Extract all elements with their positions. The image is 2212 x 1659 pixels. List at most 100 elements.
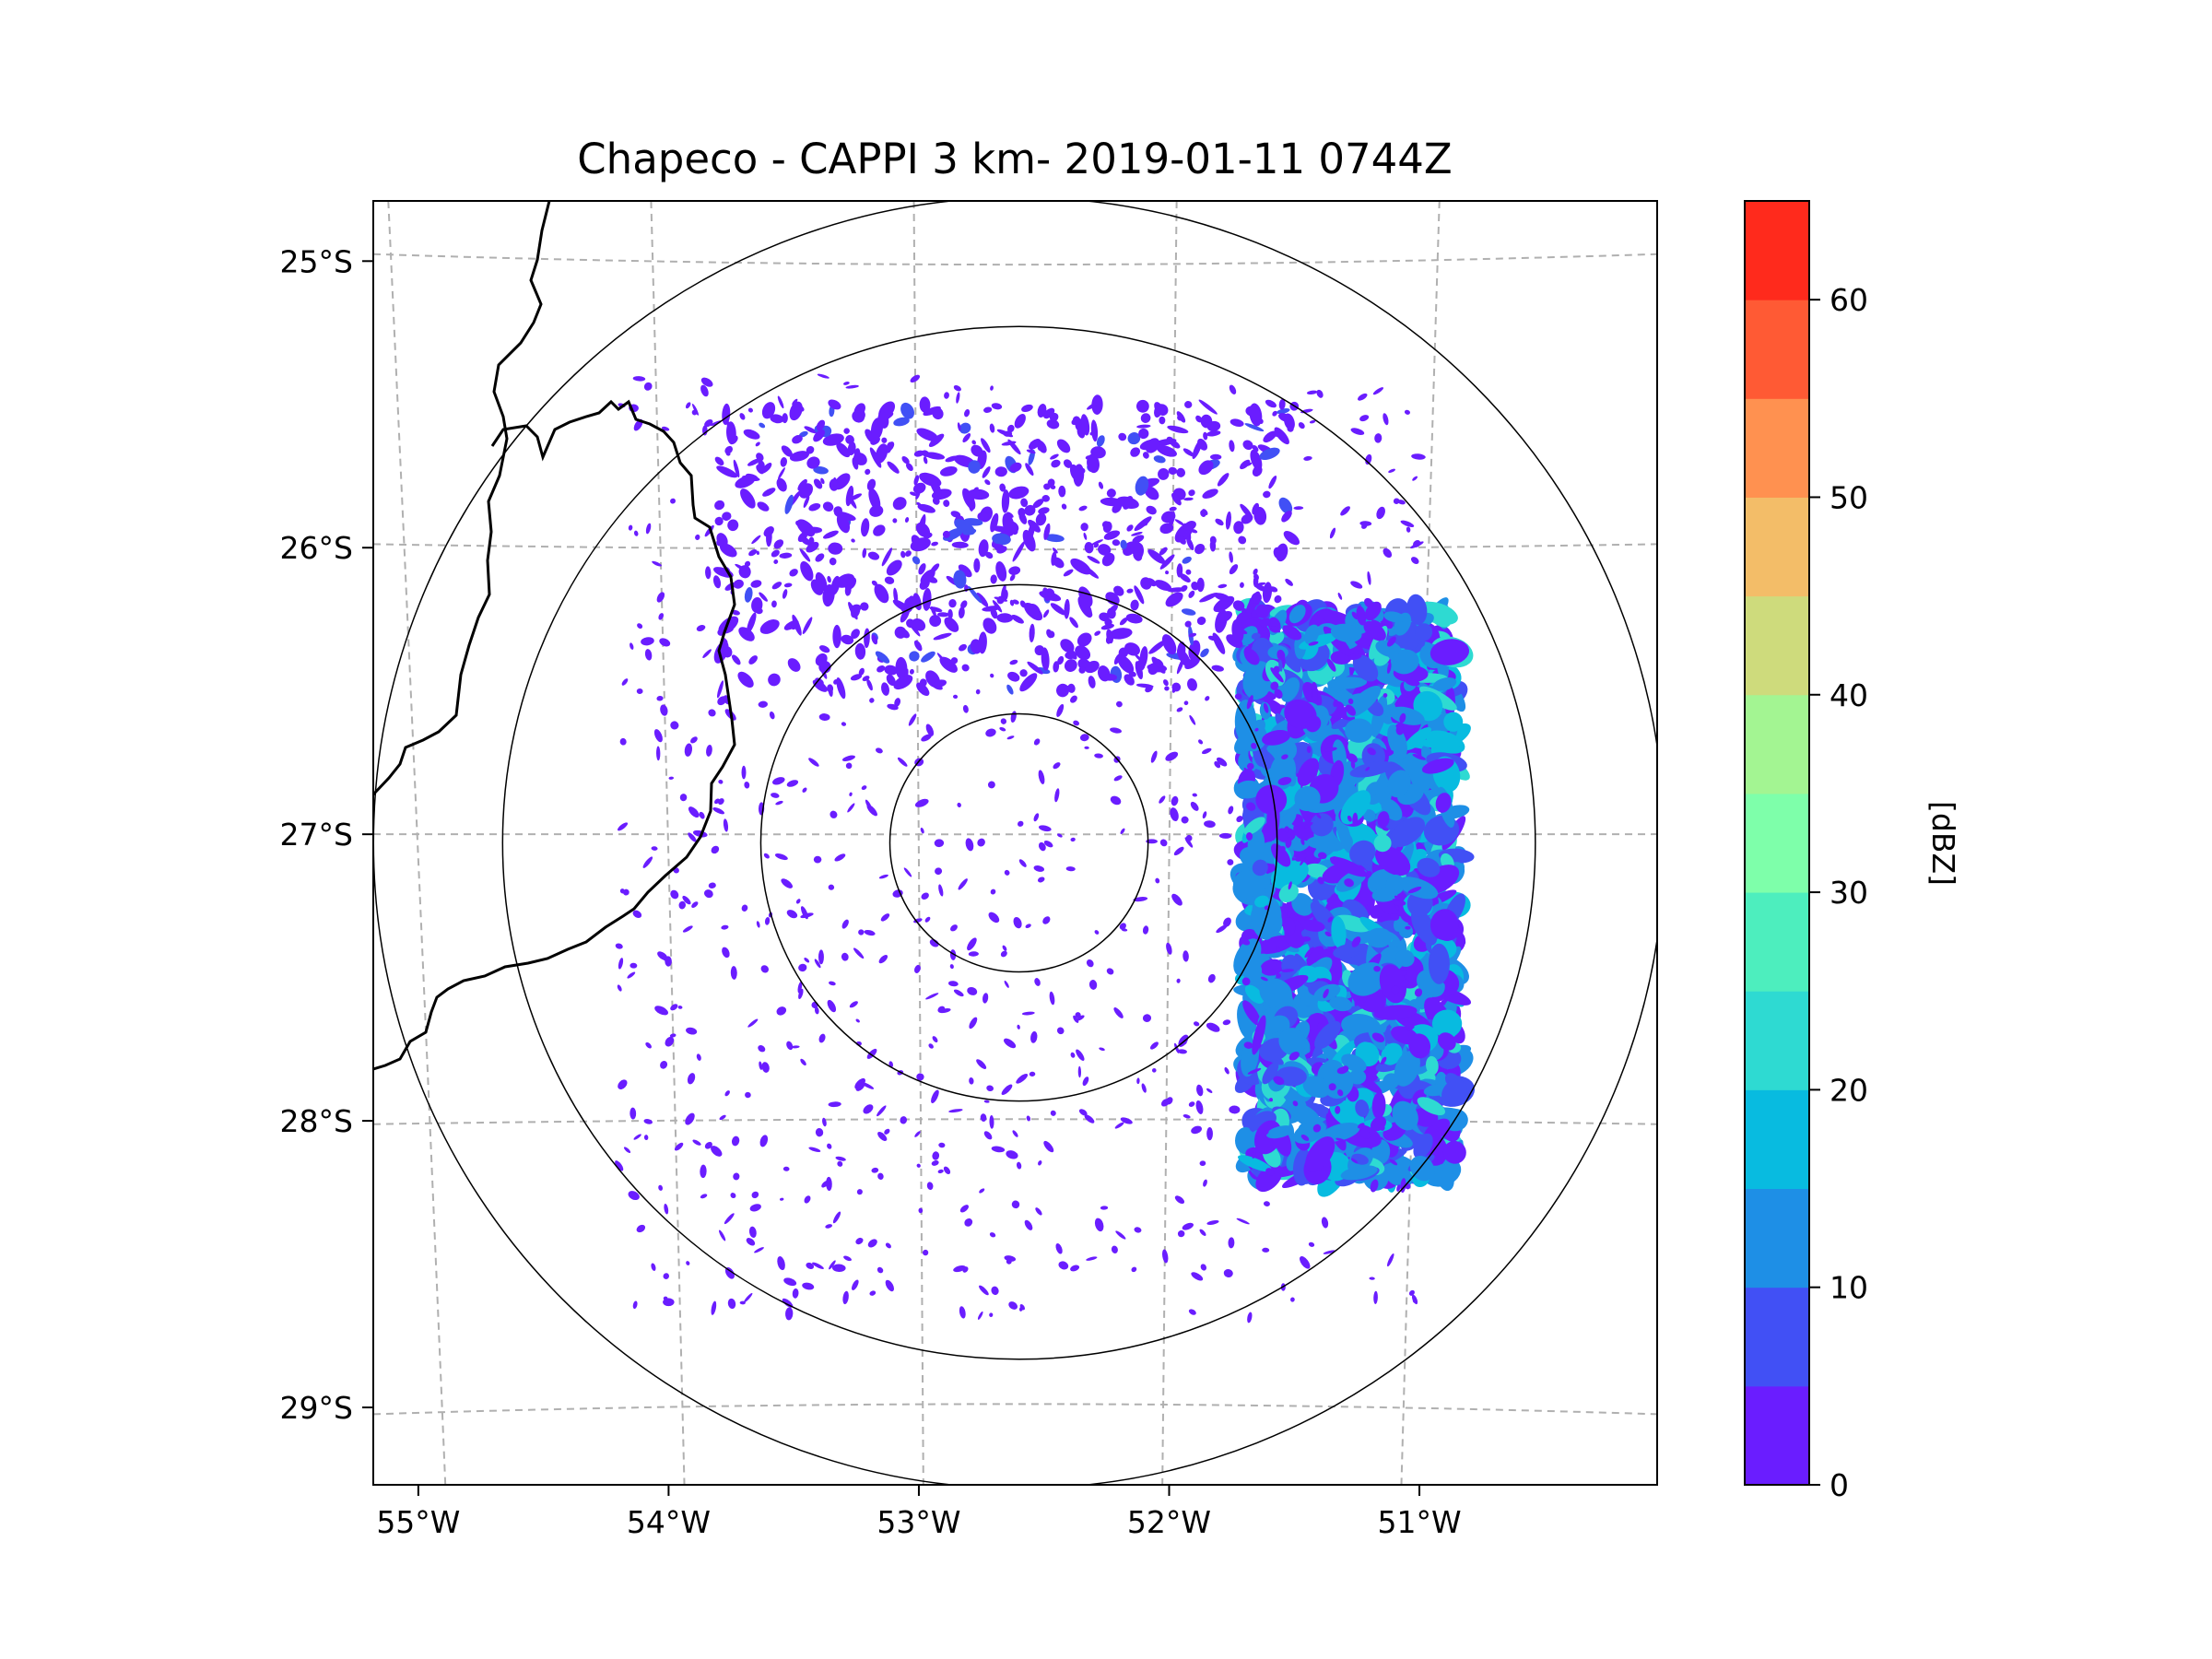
echo-cell xyxy=(1260,976,1268,982)
echo-cell xyxy=(1346,685,1382,718)
echo-cell xyxy=(909,491,918,497)
echo-cell xyxy=(1298,422,1305,429)
echo-cell xyxy=(1347,698,1354,705)
echo-cell xyxy=(861,785,867,791)
echo-cell xyxy=(658,954,668,962)
echo-cell xyxy=(747,407,753,413)
echo-cell xyxy=(1279,810,1297,829)
echo-cell xyxy=(962,704,969,713)
echo-cell xyxy=(1086,1256,1098,1261)
echo-cell xyxy=(1389,1159,1398,1166)
echo-cell xyxy=(1382,547,1393,559)
echo-cell xyxy=(756,921,760,928)
echo-cell xyxy=(1106,488,1116,498)
echo-cell xyxy=(1365,767,1371,771)
echo-cell xyxy=(866,678,873,691)
echo-cell xyxy=(1244,984,1265,1004)
echo-cell xyxy=(1414,988,1423,997)
echo-cell xyxy=(918,563,926,575)
echo-cell xyxy=(711,845,720,854)
echo-cell xyxy=(834,853,846,862)
echo-cell xyxy=(1251,592,1262,604)
echo-cell xyxy=(1182,448,1194,457)
echo-cell xyxy=(1349,840,1376,865)
echo-cell xyxy=(802,787,807,793)
echo-cell xyxy=(819,645,830,653)
echo-cell xyxy=(1056,683,1070,698)
echo-cell xyxy=(786,1041,794,1051)
echo-cell xyxy=(706,744,712,757)
echo-cell xyxy=(900,1116,908,1124)
echo-cell xyxy=(1006,424,1015,433)
echo-cell xyxy=(1358,393,1368,401)
echo-cell xyxy=(803,495,810,508)
echo-cell xyxy=(774,853,788,861)
echo-cell xyxy=(1412,1298,1418,1303)
echo-cell xyxy=(1218,832,1232,839)
echo-cell xyxy=(763,853,770,859)
echo-cell xyxy=(1026,1115,1031,1122)
echo-cell xyxy=(1052,547,1058,554)
echo-cell xyxy=(1387,1253,1394,1267)
echo-cell xyxy=(1036,440,1047,453)
echo-cell xyxy=(1410,557,1419,564)
echo-cell xyxy=(669,1033,677,1038)
echo-cell xyxy=(999,726,1006,732)
echo-cell xyxy=(722,947,730,959)
echo-cell xyxy=(1087,453,1100,474)
echo-cell xyxy=(1352,654,1379,682)
colorbar-band-3 xyxy=(1745,1089,1809,1190)
echo-cell xyxy=(722,512,732,521)
echo-cell xyxy=(1304,624,1320,645)
echo-cell xyxy=(1206,1126,1213,1141)
echo-cell xyxy=(1377,811,1390,829)
echo-cell xyxy=(1013,916,1022,929)
echo-cell xyxy=(925,993,939,1000)
echo-cell xyxy=(921,892,929,900)
echo-cell xyxy=(1119,923,1126,930)
echo-cell xyxy=(1171,492,1182,506)
echo-cell xyxy=(642,856,653,868)
echo-cell xyxy=(1165,751,1179,761)
echo-cell xyxy=(951,541,969,548)
echo-cell xyxy=(970,639,982,654)
echo-cell xyxy=(1223,917,1231,927)
echo-cell xyxy=(1128,671,1136,677)
echo-cell xyxy=(878,954,888,964)
echo-cell xyxy=(816,419,826,431)
colorbar-band-9 xyxy=(1745,497,1809,597)
echo-cell xyxy=(1242,1000,1262,1026)
colorbar-band-11 xyxy=(1745,300,1809,399)
echo-cell xyxy=(800,535,811,546)
echo-cell xyxy=(1302,1076,1331,1099)
echo-cell xyxy=(1381,1042,1403,1065)
echo-cell xyxy=(931,541,938,547)
echo-cell xyxy=(1119,617,1128,626)
echo-cell xyxy=(967,986,978,995)
echo-cell xyxy=(795,899,801,904)
echo-cell xyxy=(1231,618,1244,643)
echo-cell xyxy=(1033,813,1040,822)
echo-cell xyxy=(950,924,958,932)
echo-cell xyxy=(853,947,865,959)
plot-frame xyxy=(372,200,1658,1486)
echo-cell xyxy=(1382,413,1389,426)
echo-cell xyxy=(1053,661,1060,673)
echo-cell xyxy=(1404,726,1432,751)
echo-cell xyxy=(1374,845,1411,877)
echo-cell xyxy=(806,446,815,454)
echo-cell xyxy=(686,1261,690,1265)
echo-cell xyxy=(1400,520,1415,527)
echo-cell xyxy=(1376,506,1385,520)
echo-cell xyxy=(1245,802,1256,811)
echo-cell xyxy=(1146,505,1157,515)
echo-cell xyxy=(1002,589,1008,601)
echo-cell xyxy=(1329,996,1353,1012)
echo-cell xyxy=(1101,673,1117,681)
echo-cell xyxy=(989,1232,996,1238)
echo-cell xyxy=(711,1300,717,1315)
echo-cell xyxy=(877,411,889,429)
echo-cell xyxy=(1282,917,1296,935)
echo-cell xyxy=(759,592,768,602)
echo-cell xyxy=(909,651,920,662)
